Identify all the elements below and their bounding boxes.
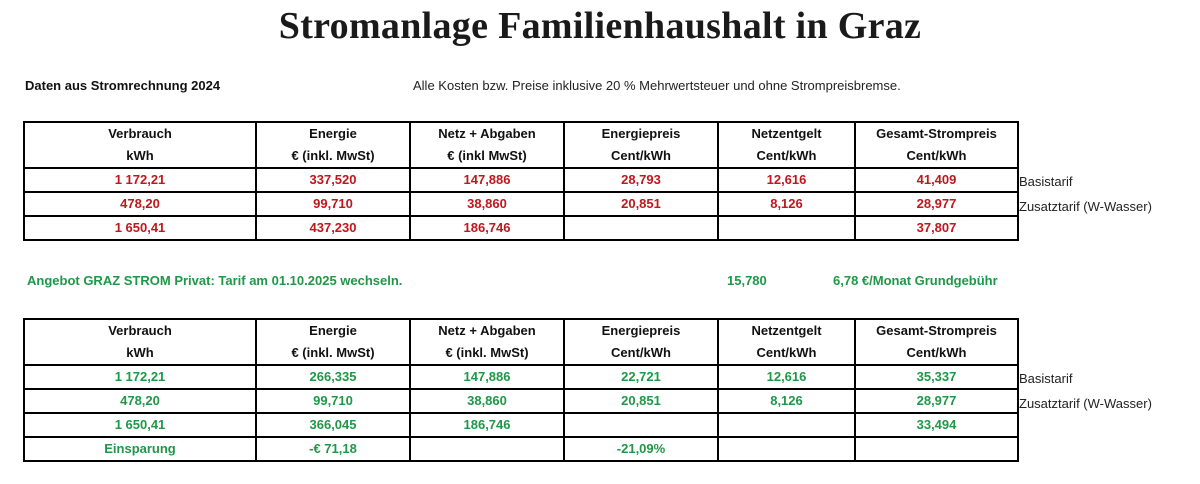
offer-fee: 6,78 €/Monat Grundgebühr: [833, 273, 998, 288]
table-header-row: kWh € (inkl. MwSt) € (inkl MwSt) Cent/kW…: [23, 145, 1019, 169]
row-label-basistarif: Basistarif: [1019, 371, 1073, 386]
table-cell: 38,860: [409, 388, 565, 414]
table-cell: -21,09%: [563, 436, 719, 462]
header-unit-cell: kWh: [23, 145, 257, 169]
table-header-row: Verbrauch Energie Netz + Abgaben Energie…: [23, 318, 1019, 342]
table-cell: 337,520: [255, 167, 411, 193]
header-unit-cell: € (inkl. MwSt): [255, 145, 411, 169]
source-label: Daten aus Stromrechnung 2024: [25, 78, 221, 93]
table-header-row: Verbrauch Energie Netz + Abgaben Energie…: [23, 121, 1019, 145]
header-unit-cell: Cent/kWh: [854, 342, 1019, 366]
header-unit-cell: € (inkl MwSt): [409, 145, 565, 169]
table-cell: Einsparung: [23, 436, 257, 462]
page-title: Stromanlage Familienhaushalt in Graz: [278, 5, 922, 47]
table-cell: 12,616: [717, 364, 856, 390]
table-cell: 1 650,41: [23, 215, 257, 241]
table-cell: 366,045: [255, 412, 411, 438]
table-cell: [717, 215, 856, 241]
header-cell: Verbrauch: [23, 318, 257, 342]
row-label-basistarif: Basistarif: [1019, 174, 1073, 189]
header-unit-cell: Cent/kWh: [717, 342, 856, 366]
header-cell: Energie: [255, 121, 411, 145]
table-cell: [717, 436, 856, 462]
table-cell: 186,746: [409, 412, 565, 438]
table-cell: 1 172,21: [23, 364, 257, 390]
header-cell: Gesamt-Strompreis: [854, 121, 1019, 145]
table-cell: 22,721: [563, 364, 719, 390]
table-cell: 20,851: [563, 388, 719, 414]
table-row-einsparung: Einsparung -€ 71,18 -21,09%: [23, 436, 1019, 462]
header-cell: Gesamt-Strompreis: [854, 318, 1019, 342]
table-cell: 478,20: [23, 191, 257, 217]
table-row-total: 1 650,41 437,230 186,746 37,807: [23, 215, 1019, 241]
table-cell: 147,886: [409, 364, 565, 390]
table-cell: 1 650,41: [23, 412, 257, 438]
table-cell: 33,494: [854, 412, 1019, 438]
header-unit-cell: Cent/kWh: [854, 145, 1019, 169]
table-cell: 12,616: [717, 167, 856, 193]
table-cell: 41,409: [854, 167, 1019, 193]
table-row-zusatztarif: 478,20 99,710 38,860 20,851 8,126 28,977: [23, 191, 1019, 217]
table-cell: -€ 71,18: [255, 436, 411, 462]
table-cell: 8,126: [717, 388, 856, 414]
table-cell: 1 172,21: [23, 167, 257, 193]
header-unit-cell: € (inkl. MwSt): [255, 342, 411, 366]
table-cell: 147,886: [409, 167, 565, 193]
header-unit-cell: kWh: [23, 342, 257, 366]
table-cell: [563, 215, 719, 241]
header-cell: Verbrauch: [23, 121, 257, 145]
row-label-zusatztarif: Zusatztarif (W-Wasser): [1019, 199, 1152, 214]
table-cell: 28,977: [854, 191, 1019, 217]
offer-tariff-table: Verbrauch Energie Netz + Abgaben Energie…: [23, 318, 1019, 462]
table-cell: 99,710: [255, 388, 411, 414]
header-unit-cell: € (inkl. MwSt): [409, 342, 565, 366]
current-tariff-table: Verbrauch Energie Netz + Abgaben Energie…: [23, 121, 1019, 241]
row-label-zusatztarif: Zusatztarif (W-Wasser): [1019, 396, 1152, 411]
table-cell: [409, 436, 565, 462]
header-cell: Energie: [255, 318, 411, 342]
table-cell: 20,851: [563, 191, 719, 217]
header-unit-cell: Cent/kWh: [563, 145, 719, 169]
table-row-zusatztarif: 478,20 99,710 38,860 20,851 8,126 28,977: [23, 388, 1019, 414]
table-row-basistarif: 1 172,21 337,520 147,886 28,793 12,616 4…: [23, 167, 1019, 193]
header-cell: Energiepreis: [563, 121, 719, 145]
table-header-row: kWh € (inkl. MwSt) € (inkl. MwSt) Cent/k…: [23, 342, 1019, 366]
table-cell: 437,230: [255, 215, 411, 241]
table-cell: 478,20: [23, 388, 257, 414]
table-cell: 8,126: [717, 191, 856, 217]
table-cell: [563, 412, 719, 438]
table-cell: [717, 412, 856, 438]
header-cell: Netz + Abgaben: [409, 121, 565, 145]
table-row-total: 1 650,41 366,045 186,746 33,494: [23, 412, 1019, 438]
table-cell: 38,860: [409, 191, 565, 217]
table-cell: 37,807: [854, 215, 1019, 241]
header-cell: Netzentgelt: [717, 121, 856, 145]
header-unit-cell: Cent/kWh: [717, 145, 856, 169]
header-cell: Netzentgelt: [717, 318, 856, 342]
offer-value: 15,780: [727, 273, 767, 288]
table-cell: [854, 436, 1019, 462]
table-cell: 35,337: [854, 364, 1019, 390]
table-cell: 266,335: [255, 364, 411, 390]
header-cell: Netz + Abgaben: [409, 318, 565, 342]
table-cell: 99,710: [255, 191, 411, 217]
offer-text: Angebot GRAZ STROM Privat: Tarif am 01.1…: [27, 273, 403, 288]
header-cell: Energiepreis: [563, 318, 719, 342]
table-cell: 28,977: [854, 388, 1019, 414]
table-cell: 186,746: [409, 215, 565, 241]
header-unit-cell: Cent/kWh: [563, 342, 719, 366]
table-row-basistarif: 1 172,21 266,335 147,886 22,721 12,616 3…: [23, 364, 1019, 390]
table-cell: 28,793: [563, 167, 719, 193]
price-note: Alle Kosten bzw. Preise inklusive 20 % M…: [413, 78, 901, 93]
